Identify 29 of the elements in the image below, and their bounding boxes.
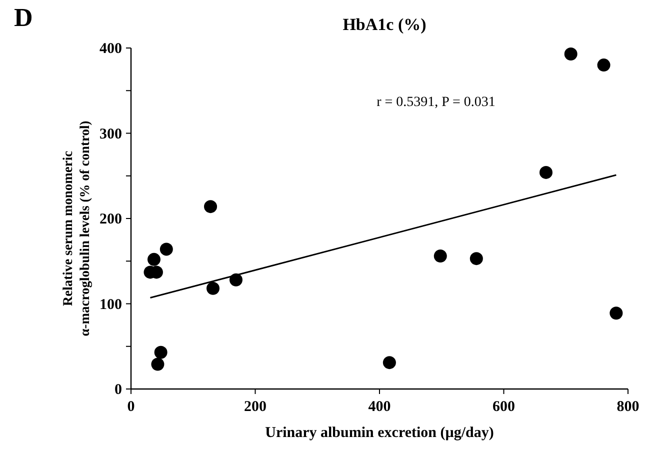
point: [151, 358, 164, 371]
point: [206, 282, 220, 295]
x-tick-label: 400: [368, 399, 391, 415]
point: [154, 346, 168, 359]
text: HbA1c (%): [342, 15, 426, 34]
y-axis-title: Relative serum monomeric α-macroglobulin levels (% of control): [60, 120, 92, 336]
y-tick-label: 300: [100, 126, 122, 142]
y-tick-label: 400: [100, 41, 122, 57]
x-tick-label: 800: [616, 399, 640, 415]
point: [564, 47, 578, 60]
text: D: [14, 3, 33, 32]
point: [382, 356, 396, 370]
point: [470, 252, 483, 266]
point: [539, 166, 552, 179]
point: [147, 252, 160, 266]
x-tick-label: 600: [492, 399, 515, 415]
point: [597, 58, 610, 72]
x-tick-label: 0: [127, 399, 135, 415]
y-tick-label: 200: [100, 212, 122, 228]
annotation: r = 0.5391, P = 0.031: [376, 95, 496, 110]
x-tick-label: 200: [244, 399, 266, 415]
y-tick-label: 0: [114, 382, 122, 398]
point: [610, 306, 623, 320]
point: [160, 242, 173, 256]
x-axis-title: Urinary albumin excretion (µg/day): [265, 425, 494, 441]
point: [229, 273, 242, 286]
y-tick-label: 100: [100, 296, 122, 313]
point: [204, 200, 218, 214]
point: [434, 250, 447, 263]
